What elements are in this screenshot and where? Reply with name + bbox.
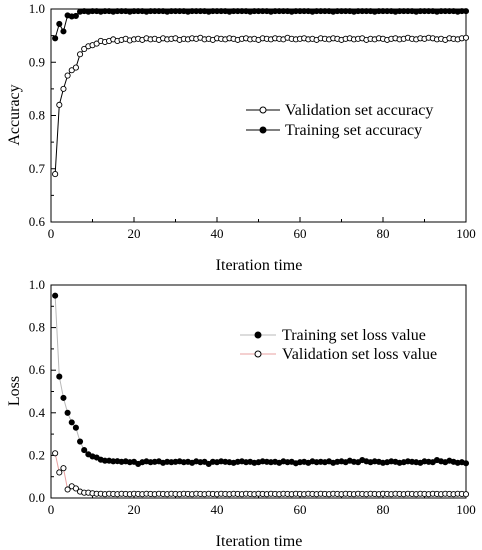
- loss-series-0-point: [52, 292, 59, 299]
- loss-y-tick-label: 0.6: [29, 362, 46, 377]
- loss-series-1-point: [60, 465, 67, 472]
- accuracy-series-1-point: [72, 12, 79, 19]
- legend-validation-accuracy-label: Validation set accuracy: [285, 102, 433, 119]
- loss-x-tick-label: 0: [48, 502, 55, 517]
- accuracy-series-1-point: [56, 20, 63, 27]
- loss-series-0-point: [81, 447, 88, 454]
- accuracy-y-axis-title: Accuracy: [6, 84, 23, 145]
- accuracy-series-0-point: [56, 101, 63, 108]
- loss-y-tick-label: 0.8: [29, 320, 45, 335]
- accuracy-x-tick-label: 100: [456, 226, 476, 241]
- legend-validation-loss-marker: [254, 350, 262, 358]
- accuracy-series-0-point: [60, 85, 67, 92]
- loss-y-tick-label: 1.0: [29, 277, 45, 292]
- loss-series-0-point: [462, 460, 470, 467]
- loss-series-0-line: [54, 295, 467, 465]
- accuracy-series-1-point: [462, 8, 470, 15]
- accuracy-series-0-point: [52, 171, 59, 178]
- loss-plot-frame: [50, 284, 467, 499]
- accuracy-y-tick-label: 0.8: [29, 108, 45, 123]
- accuracy-series-0-point: [72, 64, 79, 71]
- loss-series-0-point: [60, 394, 67, 401]
- accuracy-series-0-point: [93, 40, 100, 47]
- legend-validation-accuracy-marker: [259, 106, 267, 114]
- accuracy-series-0-point: [81, 45, 88, 52]
- loss-x-tick-label: 20: [128, 502, 141, 517]
- accuracy-x-tick-label: 40: [211, 226, 224, 241]
- loss-chart: Loss Iteration time 0 20 40 60 80 100 0.0 0.2 0.…: [6, 277, 476, 550]
- accuracy-series-1-line: [54, 10, 466, 39]
- accuracy-x-tick-label: 60: [294, 226, 307, 241]
- accuracy-chart: Accuracy Iteration time 0 20 40 60 80 100 0.6 0…: [6, 1, 476, 274]
- accuracy-x-axis-title: Iteration time: [216, 257, 303, 274]
- loss-x-tick-label: 60: [294, 502, 307, 517]
- loss-y-tick-label: 0.4: [29, 405, 46, 420]
- accuracy-series-1-point: [52, 35, 59, 42]
- loss-series-1-point: [462, 491, 470, 498]
- accuracy-y-tick-label: 0.7: [29, 161, 46, 176]
- legend-training-loss-marker: [254, 331, 262, 339]
- legend-training-accuracy-marker: [259, 126, 267, 134]
- accuracy-series-0-point: [462, 34, 470, 41]
- accuracy-y-tick-label: 1.0: [29, 1, 45, 16]
- loss-y-tick-label: 0.0: [29, 490, 45, 505]
- accuracy-y-tick-label: 0.6: [29, 214, 46, 229]
- loss-y-tick-label: 0.2: [29, 447, 45, 462]
- loss-y-axis-title: Loss: [6, 376, 23, 406]
- accuracy-x-tick-label: 20: [128, 226, 141, 241]
- loss-x-tick-label: 40: [211, 502, 224, 517]
- accuracy-x-tick-label: 80: [377, 226, 390, 241]
- loss-x-axis-title: Iteration time: [216, 533, 303, 550]
- loss-x-tick-label: 100: [456, 502, 476, 517]
- accuracy-series-1-point: [60, 28, 67, 35]
- loss-series-0-point: [72, 424, 79, 431]
- loss-series-0-point: [56, 373, 63, 380]
- accuracy-series-0-point: [68, 67, 75, 74]
- loss-legend: Training set loss value Validation set l…: [240, 327, 437, 363]
- accuracy-legend: Validation set accuracy Training set acc…: [246, 102, 433, 139]
- loss-series-1-point: [52, 450, 59, 457]
- legend-training-accuracy-label: Training set accuracy: [285, 122, 422, 139]
- accuracy-y-tick-label: 0.9: [29, 54, 45, 69]
- loss-series-0-point: [64, 409, 71, 416]
- legend-validation-loss-label: Validation set loss value: [282, 346, 437, 363]
- accuracy-series-0-point: [77, 51, 84, 58]
- loss-series-0-point: [77, 438, 84, 445]
- loss-series-1-point: [56, 469, 63, 476]
- legend-training-loss-label: Training set loss value: [282, 327, 426, 344]
- accuracy-x-tick-label: 0: [48, 226, 55, 241]
- loss-series-0-point: [68, 419, 75, 426]
- accuracy-series-0-point: [64, 72, 71, 79]
- loss-x-tick-label: 80: [377, 502, 390, 517]
- loss-series-1-point: [64, 486, 71, 493]
- loss-series-1-point: [72, 485, 79, 492]
